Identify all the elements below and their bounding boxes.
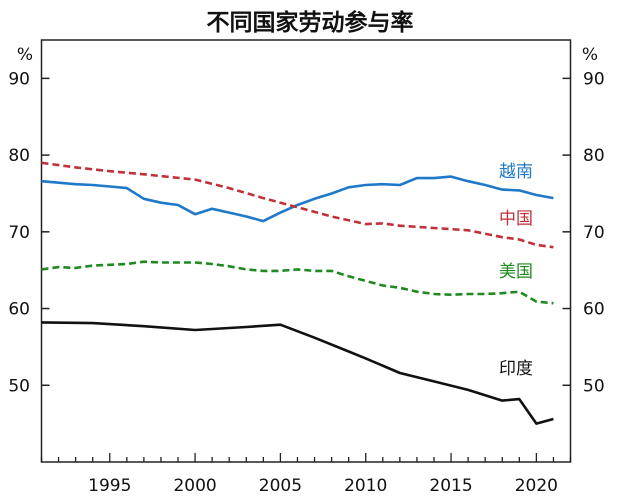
x-tick-label: 2000 xyxy=(173,476,216,496)
series-label-1: 中国 xyxy=(499,209,533,229)
y-tick-label-left: 70 xyxy=(8,223,30,243)
x-tick-label: 2015 xyxy=(429,476,472,496)
series-label-0: 越南 xyxy=(499,162,533,182)
x-tick-label: 2010 xyxy=(344,476,387,496)
y-axis-right: 50 60 70 80 90 xyxy=(562,69,605,396)
y-tick-label-right: 70 xyxy=(583,223,605,243)
series-lines xyxy=(41,161,554,425)
plot-frame xyxy=(40,39,572,463)
series-line-1 xyxy=(41,161,554,249)
series-line-2 xyxy=(41,260,554,305)
y-tick-label-left: 50 xyxy=(8,376,30,396)
series-line-0 xyxy=(41,175,554,223)
y-tick-label-left: 80 xyxy=(8,146,30,166)
y-tick-label-right: 80 xyxy=(583,146,605,166)
y-tick-label-left: 90 xyxy=(8,69,30,89)
y-axis-left: 50 60 70 80 90 xyxy=(8,69,50,396)
x-tick-label: 2020 xyxy=(515,476,558,496)
y-tick-label-right: 50 xyxy=(583,376,605,396)
series-label-3: 印度 xyxy=(499,359,533,379)
y-tick-label-left: 60 xyxy=(8,300,30,320)
series-line-3 xyxy=(41,321,554,425)
x-tick-label: 1995 xyxy=(88,476,131,496)
chart-title: 不同国家劳动参与率 xyxy=(207,9,414,36)
y-tick-label-right: 60 xyxy=(583,300,605,320)
y-tick-label-right: 90 xyxy=(583,69,605,89)
y-unit-left: % xyxy=(17,45,33,65)
y-unit-right: % xyxy=(582,45,598,65)
x-tick-label: 2005 xyxy=(259,476,302,496)
x-axis: 1995 2000 2005 2010 2015 2020 xyxy=(40,453,572,496)
series-label-2: 美国 xyxy=(499,262,533,282)
